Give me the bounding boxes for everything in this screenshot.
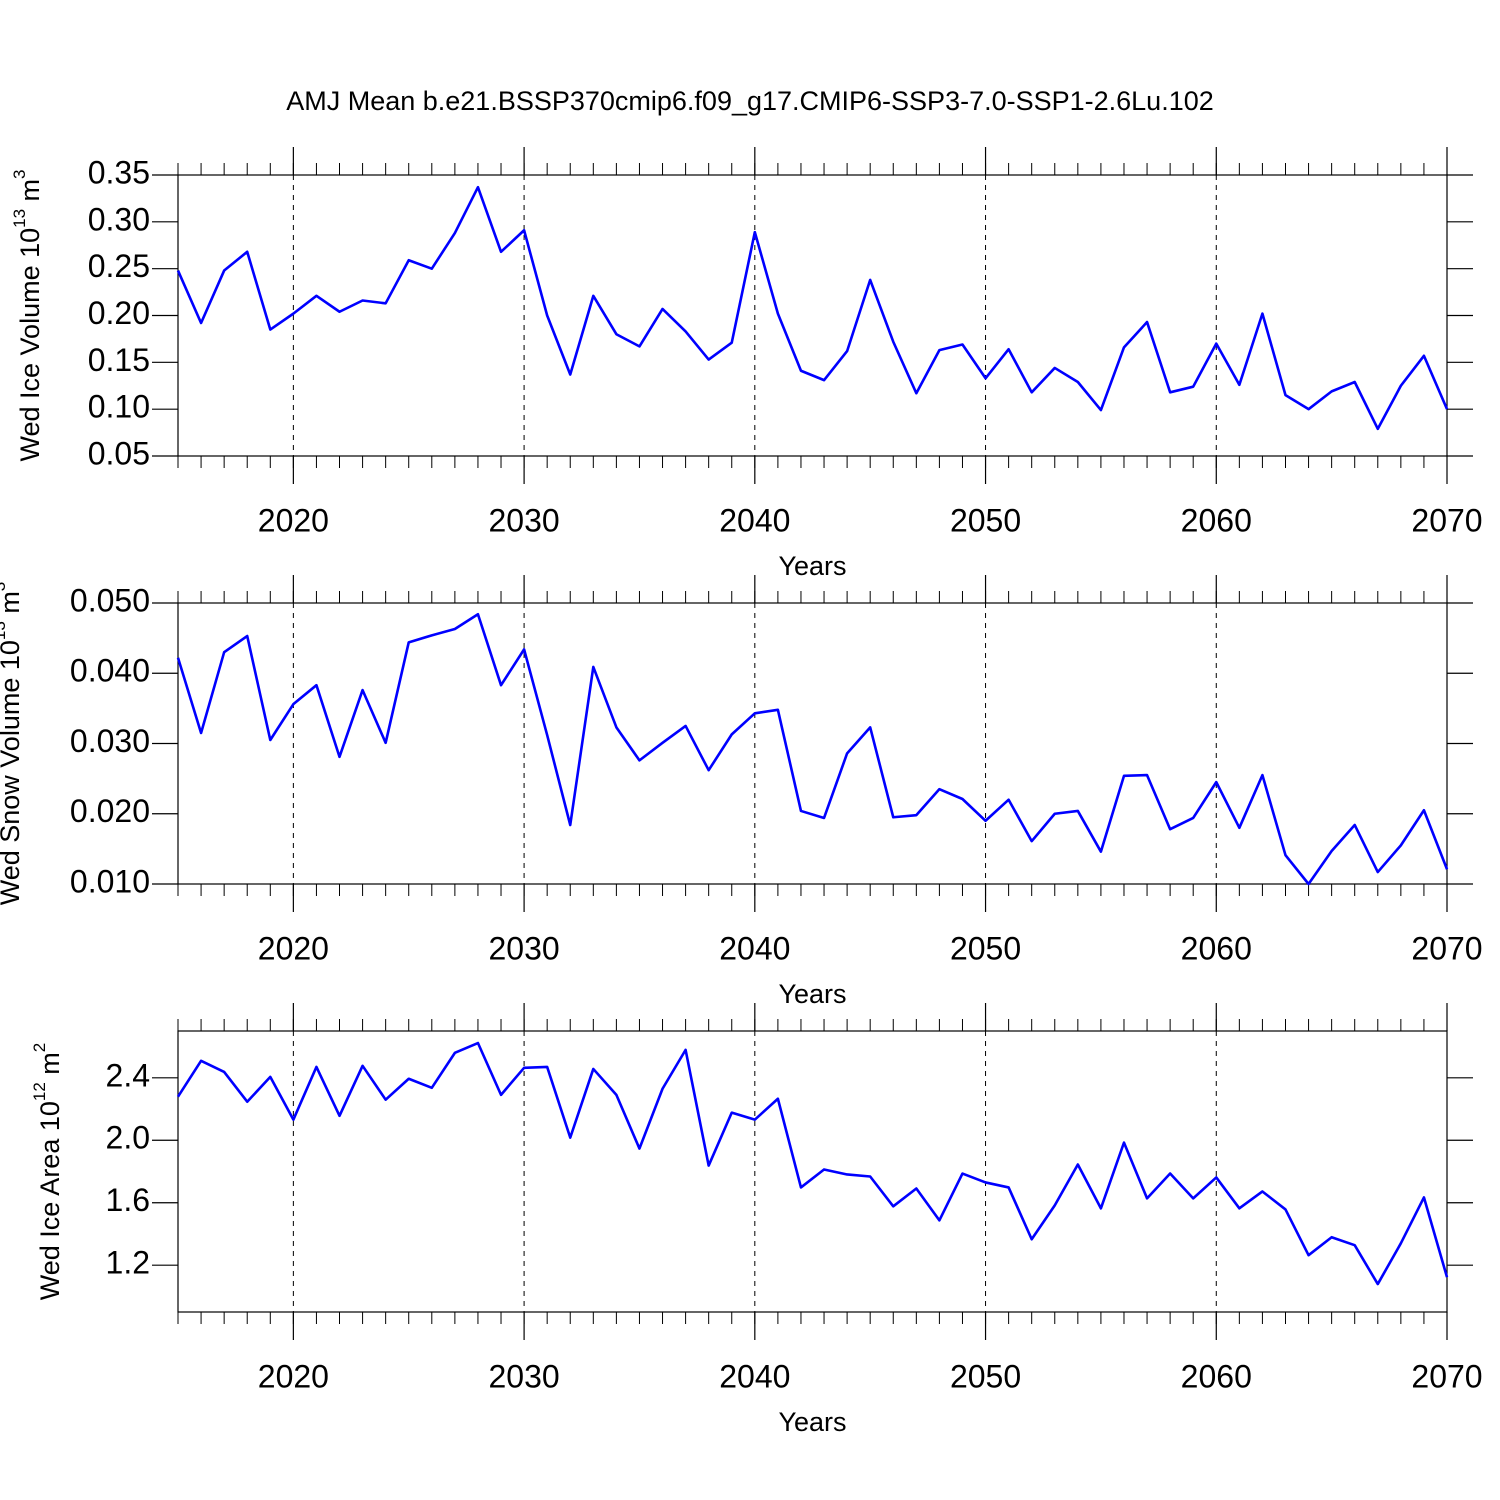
x-tick-label: 2060	[1181, 502, 1252, 538]
y-tick-label: 0.020	[70, 793, 150, 829]
x-tick-label: 2050	[950, 1358, 1021, 1394]
y-label-superscript: 3	[0, 582, 9, 591]
x-tick-label: 2020	[258, 1358, 329, 1394]
data-line	[176, 1041, 1449, 1286]
x-tick-label: 2020	[258, 502, 329, 538]
y-label-superscript: 13	[0, 621, 9, 640]
x-tick-label: 2070	[1411, 502, 1482, 538]
x-tick-label: 2060	[1181, 1358, 1252, 1394]
y-label-text: m	[35, 1052, 65, 1082]
x-axis-label: Years	[778, 551, 846, 581]
x-tick-label: 2050	[950, 930, 1021, 966]
y-tick-label: 2.0	[106, 1120, 150, 1156]
y-tick-label: 0.25	[88, 248, 150, 284]
y-label-superscript: 2	[30, 1043, 49, 1052]
data-line	[176, 612, 1449, 886]
plot-frame	[177, 1030, 1448, 1313]
y-tick-label: 1.2	[106, 1245, 150, 1281]
y-tick-label: 0.15	[88, 342, 150, 378]
x-tick-label: 2030	[488, 1358, 559, 1394]
x-axis-label: Years	[778, 979, 846, 1009]
x-tick-label: 2060	[1181, 930, 1252, 966]
y-tick-label: 1.6	[106, 1182, 150, 1218]
y-axis-label: Wed Ice Volume 1013 m3	[10, 169, 45, 461]
x-tick-label: 2030	[488, 930, 559, 966]
y-label-superscript: 12	[30, 1082, 49, 1101]
plot-frame	[177, 174, 1448, 457]
y-tick-label: 0.050	[70, 582, 150, 618]
y-label-superscript: 3	[10, 169, 29, 178]
plot-frame	[177, 602, 1448, 885]
data-line	[176, 185, 1449, 431]
x-tick-label: 2050	[950, 502, 1021, 538]
x-tick-label: 2070	[1411, 930, 1482, 966]
y-tick-label: 0.10	[88, 389, 150, 425]
y-label-text: m	[15, 179, 45, 209]
x-tick-label: 2070	[1411, 1358, 1482, 1394]
y-tick-label: 0.05	[88, 435, 150, 471]
x-tick-label: 2040	[719, 930, 790, 966]
y-label-superscript: 13	[10, 209, 29, 228]
x-axis-label: Years	[778, 1407, 846, 1437]
x-tick-label: 2040	[719, 502, 790, 538]
x-tick-label: 2040	[719, 1358, 790, 1394]
y-label-text: Wed Ice Area 10	[35, 1101, 65, 1300]
x-tick-label: 2030	[488, 502, 559, 538]
y-label-text: m	[0, 591, 25, 621]
figure-title: AMJ Mean b.e21.BSSP370cmip6.f09_g17.CMIP…	[286, 86, 1214, 116]
y-tick-label: 0.040	[70, 653, 150, 689]
y-label-text: Wed Snow Volume 10	[0, 640, 25, 905]
y-tick-label: 0.010	[70, 863, 150, 899]
y-label-text: Wed Ice Volume 10	[15, 228, 45, 462]
y-tick-label: 2.4	[106, 1057, 150, 1093]
y-tick-label: 0.20	[88, 295, 150, 331]
y-tick-label: 0.030	[70, 723, 150, 759]
y-axis-label: Wed Snow Volume 1013 m3	[0, 582, 25, 906]
y-tick-label: 0.35	[88, 154, 150, 190]
y-tick-label: 0.30	[88, 201, 150, 237]
y-axis-label: Wed Ice Area 1012 m2	[30, 1043, 65, 1301]
x-tick-label: 2020	[258, 930, 329, 966]
